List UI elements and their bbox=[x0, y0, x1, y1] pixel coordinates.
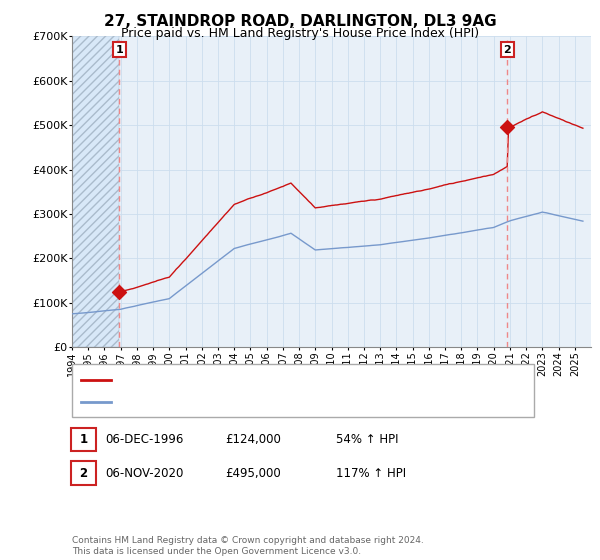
Text: £124,000: £124,000 bbox=[225, 433, 281, 446]
Text: 54% ↑ HPI: 54% ↑ HPI bbox=[336, 433, 398, 446]
Point bbox=[115, 288, 124, 297]
Text: 117% ↑ HPI: 117% ↑ HPI bbox=[336, 466, 406, 480]
Text: Contains HM Land Registry data © Crown copyright and database right 2024.
This d: Contains HM Land Registry data © Crown c… bbox=[72, 536, 424, 556]
Bar bbox=[72, 36, 119, 347]
Text: Price paid vs. HM Land Registry's House Price Index (HPI): Price paid vs. HM Land Registry's House … bbox=[121, 27, 479, 40]
Text: 06-DEC-1996: 06-DEC-1996 bbox=[105, 433, 184, 446]
Text: £495,000: £495,000 bbox=[225, 466, 281, 480]
Text: 2: 2 bbox=[503, 45, 511, 55]
Text: 1: 1 bbox=[79, 433, 88, 446]
Text: 1: 1 bbox=[115, 45, 123, 55]
Text: 06-NOV-2020: 06-NOV-2020 bbox=[105, 466, 184, 480]
Text: 27, STAINDROP ROAD, DARLINGTON, DL3 9AG (detached house): 27, STAINDROP ROAD, DARLINGTON, DL3 9AG … bbox=[117, 375, 469, 385]
Text: 2: 2 bbox=[79, 466, 88, 480]
Text: HPI: Average price, detached house, Darlington: HPI: Average price, detached house, Darl… bbox=[117, 397, 377, 407]
Text: 27, STAINDROP ROAD, DARLINGTON, DL3 9AG: 27, STAINDROP ROAD, DARLINGTON, DL3 9AG bbox=[104, 14, 496, 29]
Point bbox=[503, 123, 512, 132]
